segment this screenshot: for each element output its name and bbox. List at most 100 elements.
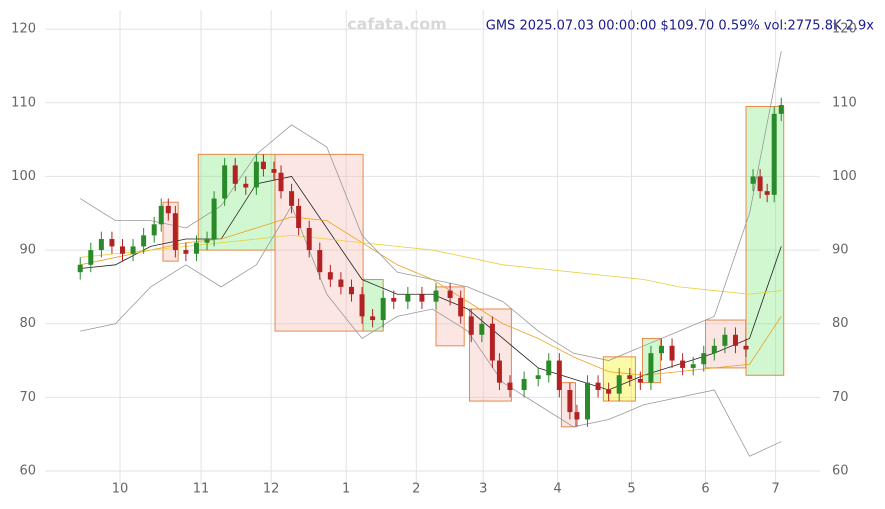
candle-body (606, 390, 612, 394)
x-tick-label: 10 (112, 482, 129, 497)
candle-body (595, 382, 601, 390)
candle-body (458, 297, 464, 317)
y-tick-label: 70 (19, 390, 36, 405)
candle-body (750, 176, 756, 184)
x-tick-label: 12 (263, 482, 280, 497)
y-tick-label: 90 (19, 243, 36, 258)
candle-body (637, 378, 643, 383)
candle-body (204, 239, 210, 243)
candle-body (232, 165, 238, 184)
candle-body (468, 316, 474, 335)
candle-body (98, 239, 104, 251)
candle-body (211, 198, 217, 240)
candle-body (109, 239, 115, 247)
candle-body (243, 183, 249, 188)
candle-body (627, 375, 633, 379)
candle-body (183, 250, 189, 254)
candle-body (521, 378, 527, 390)
candle-body (391, 297, 397, 302)
candle-body (447, 290, 453, 298)
x-tick-label: 4 (553, 482, 561, 497)
candle-body (317, 250, 323, 273)
range-box (745, 105, 785, 376)
x-tick-label: 5 (627, 482, 635, 497)
candle-body (771, 113, 777, 195)
candle-body (658, 345, 664, 354)
candle-body (172, 213, 178, 251)
candle-body (370, 316, 376, 321)
candle-body (359, 294, 365, 317)
candle-body (158, 205, 164, 225)
candle-body (496, 360, 502, 383)
candle-body (680, 360, 686, 368)
candle-body (271, 169, 277, 173)
candle-body (732, 334, 738, 346)
y-tick-label: 80 (19, 316, 36, 331)
y-tick-label: 100 (11, 169, 36, 184)
x-tick-label: 6 (701, 482, 709, 497)
x-tick-label: 2 (412, 482, 420, 497)
candle-body (141, 235, 147, 247)
candle-body (306, 227, 312, 251)
candle-body (380, 297, 386, 321)
candle-body (764, 191, 770, 195)
indicator-line (80, 51, 782, 361)
candle-body (327, 272, 333, 280)
y-tick-label-right: 60 (832, 464, 849, 479)
y-tick-label-right: 120 (832, 22, 857, 37)
candle-body (546, 360, 552, 376)
candle-body (479, 323, 485, 335)
candle-body (585, 382, 590, 420)
candle-body (296, 205, 302, 228)
candle-body (348, 286, 354, 295)
candle-body (260, 161, 266, 170)
candle-body (489, 323, 495, 361)
candle-body (165, 205, 171, 214)
candle-body (757, 176, 763, 192)
indicator-line (80, 175, 782, 391)
candle-body (778, 105, 784, 114)
y-tick-label-right: 80 (832, 316, 849, 331)
chart-title: GMS 2025.07.03 00:00:00 $109.70 0.59% vo… (486, 19, 875, 34)
candle-body (711, 345, 717, 354)
range-box (274, 153, 364, 332)
x-tick-label: 7 (771, 482, 779, 497)
candle-body (556, 360, 562, 390)
candle-body (507, 382, 513, 390)
candle-body (535, 375, 541, 379)
candle-body (120, 246, 125, 254)
x-tick-label: 11 (193, 482, 210, 497)
x-tick-label: 1 (342, 482, 350, 497)
candle-body (690, 364, 696, 368)
indicator-line (80, 204, 782, 457)
candle-body (574, 412, 580, 420)
candle-body (193, 242, 199, 254)
candle-body (130, 246, 136, 254)
y-tick-label: 60 (19, 464, 36, 479)
candle-body (433, 290, 439, 302)
candle-body (88, 250, 94, 265)
indicator-line (80, 216, 782, 376)
x-tick-label: 3 (479, 482, 487, 497)
candle-body (222, 165, 228, 199)
y-tick-label-right: 70 (832, 390, 849, 405)
candle-body (743, 345, 749, 350)
candle-body (701, 353, 707, 365)
candle-body (289, 191, 295, 206)
y-tick-label-right: 110 (832, 95, 857, 110)
y-tick-label: 120 (11, 22, 36, 37)
y-tick-label: 110 (11, 95, 36, 110)
candle-body (405, 294, 411, 302)
candle-body (278, 172, 284, 192)
y-tick-label-right: 90 (832, 243, 849, 258)
candle-body (338, 279, 344, 287)
candle-body (648, 353, 654, 383)
candle-body (253, 161, 259, 188)
candle-body (77, 264, 83, 273)
candle-body (151, 224, 157, 236)
watermark: cafata.com (347, 15, 447, 34)
candle-body (669, 345, 675, 361)
candle-body (419, 294, 425, 302)
y-tick-label-right: 100 (832, 169, 857, 184)
candle-body (616, 375, 622, 394)
